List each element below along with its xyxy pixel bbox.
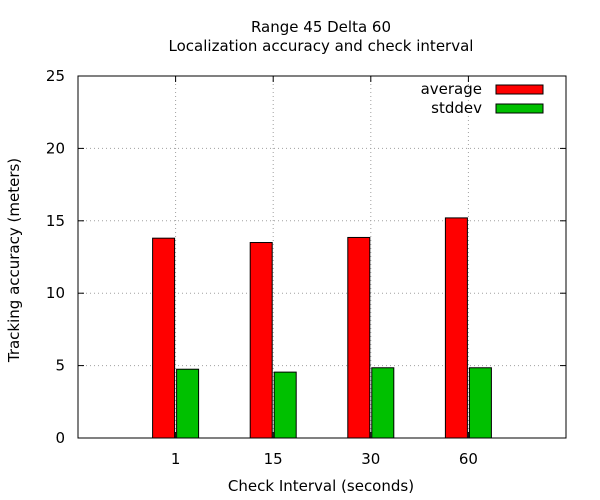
chart-title: Range 45 Delta 60 bbox=[251, 18, 391, 36]
bars bbox=[152, 217, 492, 439]
plot-frame bbox=[77, 75, 567, 439]
bar-stddev-60 bbox=[468, 367, 492, 439]
chart-subtitle: Localization accuracy and check interval bbox=[169, 37, 474, 55]
bar-average-15 bbox=[249, 242, 273, 439]
bar-stddev-1 bbox=[176, 368, 200, 439]
grid-lines bbox=[78, 76, 566, 438]
bar-average-60 bbox=[444, 217, 468, 439]
legend-label-stddev: stddev bbox=[431, 99, 482, 117]
x-tick-label: 15 bbox=[264, 450, 283, 468]
legend-swatch-stddev bbox=[495, 103, 544, 114]
bar-average-1 bbox=[152, 237, 176, 439]
y-tick-label: 5 bbox=[55, 357, 65, 375]
bar-average-30 bbox=[347, 236, 371, 439]
legend-label-average: average bbox=[421, 80, 482, 98]
x-tick-label: 30 bbox=[361, 450, 380, 468]
y-tick-label: 15 bbox=[46, 212, 65, 230]
axes: 0 5 10 15 20 25 1 15 30 60 bbox=[46, 67, 567, 468]
x-tick-label: 60 bbox=[459, 450, 478, 468]
y-axis-label: Tracking accuracy (meters) bbox=[5, 158, 23, 363]
bar-stddev-30 bbox=[371, 367, 395, 439]
x-axis-label: Check Interval (seconds) bbox=[228, 477, 414, 495]
x-tick-label: 1 bbox=[171, 450, 181, 468]
y-tick-label: 20 bbox=[46, 139, 65, 157]
y-tick-label: 10 bbox=[46, 284, 65, 302]
y-tick-label: 0 bbox=[55, 429, 65, 447]
bar-stddev-15 bbox=[273, 371, 297, 439]
y-tick-label: 25 bbox=[46, 67, 65, 85]
legend-swatch-average bbox=[495, 84, 544, 95]
